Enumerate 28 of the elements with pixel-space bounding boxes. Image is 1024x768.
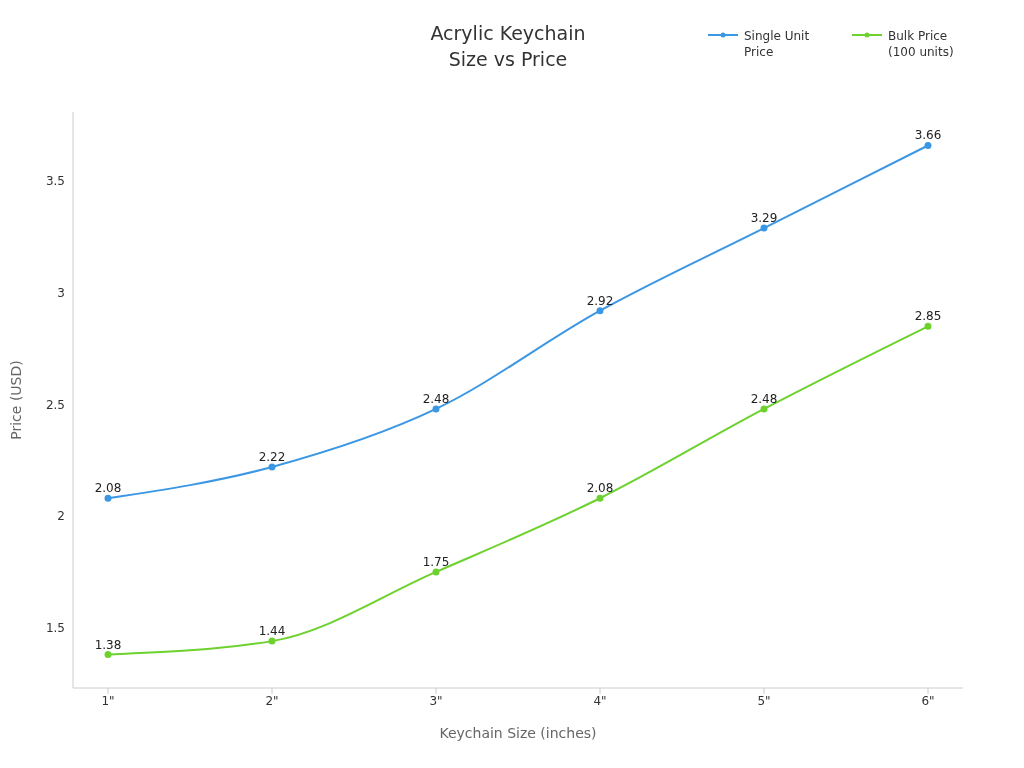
- data-label: 3.66: [914, 128, 942, 143]
- y-tick-label: 3: [57, 286, 65, 301]
- x-axis-title: Keychain Size (inches): [439, 725, 597, 741]
- y-tick-label: 3.5: [45, 174, 65, 189]
- data-label: 2.08: [94, 481, 122, 496]
- x-tick-label: 4": [593, 693, 607, 708]
- data-label: 1.44: [258, 624, 286, 639]
- data-label: 2.48: [422, 391, 450, 406]
- data-label: 2.92: [586, 293, 614, 308]
- y-axis-title: Price (USD): [7, 360, 24, 440]
- x-tick-label: 1": [101, 693, 115, 708]
- data-label: 1.75: [422, 554, 450, 569]
- x-tick-label: 2": [265, 693, 279, 708]
- x-tick-label: 6": [921, 693, 935, 708]
- data-label: 2.85: [914, 309, 942, 324]
- x-tick-label: 5": [757, 693, 771, 708]
- x-tick-label: 3": [429, 693, 443, 708]
- y-tick-label: 2.5: [45, 397, 65, 412]
- data-label: 3.29: [750, 211, 778, 226]
- legend-label: Bulk Price (100 units): [888, 28, 955, 60]
- data-label: 1.38: [94, 637, 122, 652]
- legend-label: Single Unit Price: [744, 28, 811, 60]
- data-label: 2.22: [258, 449, 286, 464]
- y-tick-label: 1.5: [45, 620, 65, 635]
- y-tick-label: 2: [57, 509, 65, 524]
- data-label: 2.48: [750, 391, 778, 406]
- chart-title: Acrylic Keychain Size vs Price: [430, 22, 586, 70]
- data-label: 2.08: [586, 481, 614, 496]
